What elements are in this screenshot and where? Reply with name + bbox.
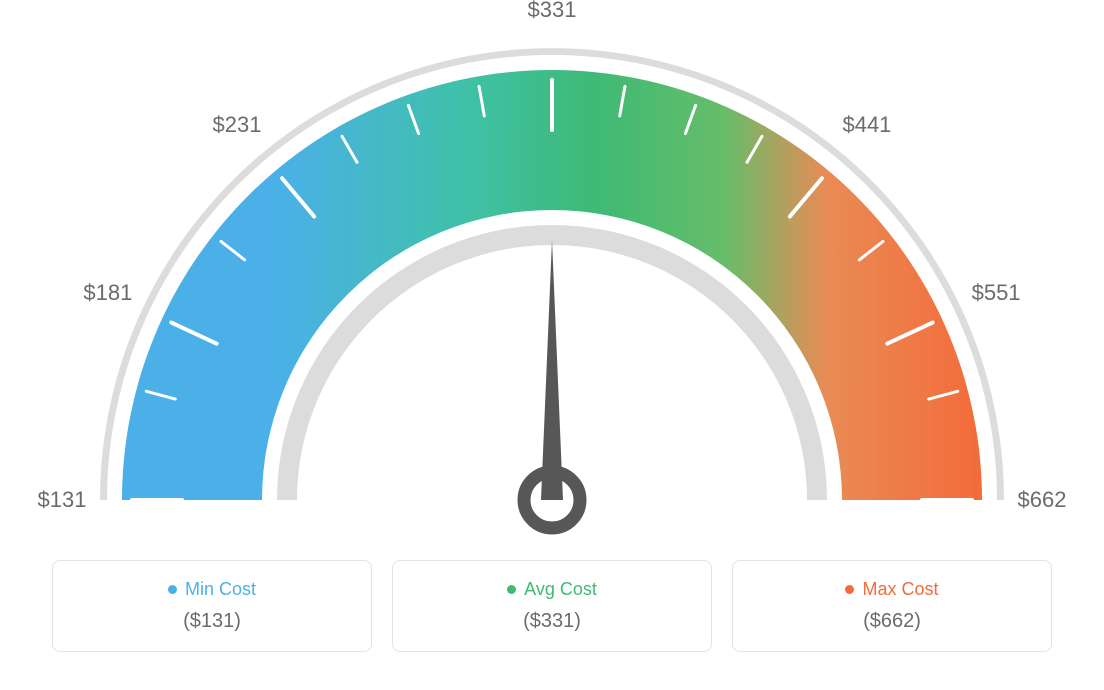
summary-cards: Min Cost ($131) Avg Cost ($331) Max Cost… [0, 560, 1104, 652]
avg-cost-value: ($331) [403, 610, 701, 633]
avg-cost-card: Avg Cost ($331) [392, 560, 712, 652]
dot-icon [507, 585, 516, 594]
dot-icon [168, 585, 177, 594]
tick-label: $331 [528, 0, 577, 23]
cost-gauge-infographic: $131 $181 $231 $331 $441 $551 $662 Min Cost ($… [0, 0, 1104, 690]
gauge-svg [0, 0, 1104, 560]
tick-label: $441 [842, 112, 891, 138]
max-cost-label-row: Max Cost [743, 579, 1041, 600]
tick-label: $131 [38, 487, 87, 513]
tick-label: $662 [1018, 487, 1067, 513]
max-cost-label: Max Cost [862, 579, 938, 600]
dot-icon [845, 585, 854, 594]
max-cost-card: Max Cost ($662) [732, 560, 1052, 652]
min-cost-value: ($131) [63, 610, 361, 633]
min-cost-label: Min Cost [185, 579, 256, 600]
avg-cost-label: Avg Cost [524, 579, 597, 600]
min-cost-card: Min Cost ($131) [52, 560, 372, 652]
max-cost-value: ($662) [743, 610, 1041, 633]
tick-label: $231 [213, 112, 262, 138]
gauge-chart: $131 $181 $231 $331 $441 $551 $662 [0, 0, 1104, 560]
tick-label: $181 [83, 280, 132, 306]
avg-cost-label-row: Avg Cost [403, 579, 701, 600]
min-cost-label-row: Min Cost [63, 579, 361, 600]
tick-label: $551 [972, 280, 1021, 306]
